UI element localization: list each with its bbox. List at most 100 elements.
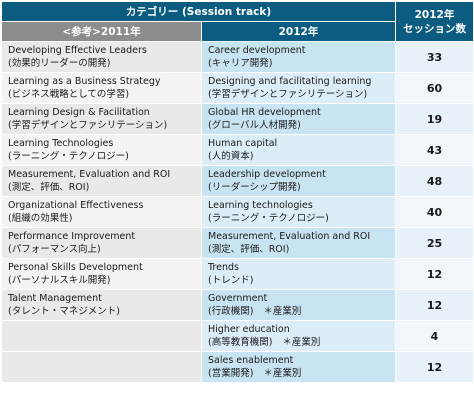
- session-track-table: カテゴリー (Session track) 2012年 セッション数 <参考>2…: [1, 1, 474, 383]
- track-2012-cell: Designing and facilitating learning (学習デ…: [201, 72, 396, 104]
- track-2011-en: Personal Skills Development: [8, 262, 143, 273]
- track-2012-cell: Global HR development (グローバル人材開発): [201, 103, 396, 135]
- track-2012-cell: Measurement, Evaluation and ROI (測定、評価、R…: [201, 227, 396, 259]
- year-2011-header: <参考>2011年: [1, 21, 202, 42]
- track-2011-en: Learning as a Business Strategy: [8, 76, 161, 87]
- session-count-cell: 48: [395, 165, 474, 197]
- track-2012-en: Career development: [208, 45, 306, 56]
- track-2012-ja: (リーダーシップ開発): [208, 182, 301, 193]
- track-2011-ja: (パーソナルスキル開発): [8, 275, 111, 286]
- track-2011-cell: Developing Effective Leaders (効果的リーダーの開発…: [1, 41, 202, 73]
- session-count-header-line1: 2012年: [414, 8, 455, 21]
- track-2011-ja: (効果的リーダーの開発): [8, 58, 111, 69]
- track-2012-ja-line: (営業開発) ＊産業別: [208, 367, 395, 380]
- track-2012-ja-line: (トレンド): [208, 274, 395, 287]
- year-2012-header: 2012年: [201, 21, 396, 42]
- track-2011-cell: Learning Technologies (ラーニング・テクノロジー): [1, 134, 202, 166]
- session-count-header-line2: セッション数: [403, 22, 466, 35]
- track-2011-ja: (ビジネス戦略としての学習): [8, 89, 130, 100]
- track-2012-en: Sales enablement: [208, 355, 294, 366]
- track-2011-cell: Organizational Effectiveness (組織の効果性): [1, 196, 202, 228]
- track-2012-cell: Government (行政機関) ＊産業別: [201, 289, 396, 321]
- track-2011-ja: (測定、評価、ROI): [8, 182, 90, 193]
- session-count-cell: 60: [395, 72, 474, 104]
- table-body: Developing Effective Leaders (効果的リーダーの開発…: [1, 41, 474, 383]
- session-count-cell: 40: [395, 196, 474, 228]
- track-2012-ja-line: (リーダーシップ開発): [208, 181, 395, 194]
- track-2011-en: Performance Improvement: [8, 231, 136, 242]
- track-2012-ja-line: (ラーニング・テクノロジー): [208, 212, 395, 225]
- track-2012-en: Designing and facilitating learning: [208, 76, 372, 87]
- track-2012-cell: Leadership development (リーダーシップ開発): [201, 165, 396, 197]
- track-2012-cell: Career development (キャリア開発): [201, 41, 396, 73]
- table-row: Performance Improvement (パフォーマンス向上) Meas…: [1, 227, 474, 259]
- track-2011-ja: (タレント・マネジメント): [8, 306, 120, 317]
- track-2012-cell: Higher education (高等教育機関) ＊産業別: [201, 320, 396, 352]
- session-count-header: 2012年 セッション数: [395, 1, 474, 42]
- track-2011-en: Talent Management: [8, 293, 102, 304]
- industry-suffix: ＊産業別: [282, 337, 321, 348]
- track-2011-cell: Talent Management (タレント・マネジメント): [1, 289, 202, 321]
- session-count-cell: 12: [395, 258, 474, 290]
- track-2012-en: Leadership development: [208, 169, 326, 180]
- table-row: Personal Skills Development (パーソナルスキル開発)…: [1, 258, 474, 290]
- track-2012-ja: (高等教育機関): [208, 337, 273, 348]
- track-2011-cell-empty: [1, 320, 202, 352]
- track-2012-en: Global HR development: [208, 107, 321, 118]
- track-2012-ja-line: (グローバル人材開発): [208, 119, 395, 132]
- session-count-cell: 12: [395, 289, 474, 321]
- track-2011-cell: Learning as a Business Strategy (ビジネス戦略と…: [1, 72, 202, 104]
- table-row: Developing Effective Leaders (効果的リーダーの開発…: [1, 41, 474, 73]
- track-2012-ja: (学習デザインとファシリテーション): [208, 89, 368, 100]
- track-2012-ja-line: (人的資本): [208, 150, 395, 163]
- track-2012-ja: (トレンド): [208, 275, 254, 286]
- table-row: Sales enablement (営業開発) ＊産業別 12: [1, 351, 474, 383]
- track-2011-en: Developing Effective Leaders: [8, 45, 147, 56]
- track-2012-ja: (キャリア開発): [208, 58, 273, 69]
- session-count-cell: 12: [395, 351, 474, 383]
- track-2012-cell: Sales enablement (営業開発) ＊産業別: [201, 351, 396, 383]
- track-2012-en: Learning technologies: [208, 200, 313, 211]
- track-2011-cell-empty: [1, 351, 202, 383]
- track-2011-ja: (学習デザインとファシリテーション): [8, 120, 168, 131]
- track-2012-cell: Trends (トレンド): [201, 258, 396, 290]
- track-2011-cell: Learning Design & Facilitation (学習デザインとフ…: [1, 103, 202, 135]
- track-2012-ja: (営業開発): [208, 368, 254, 379]
- track-2012-en: Government: [208, 293, 268, 304]
- table-row: Learning Technologies (ラーニング・テクノロジー) Hum…: [1, 134, 474, 166]
- session-count-cell: 43: [395, 134, 474, 166]
- track-2011-ja: (組織の効果性): [8, 213, 73, 224]
- session-count-cell: 19: [395, 103, 474, 135]
- category-header: カテゴリー (Session track): [1, 1, 396, 22]
- table-row: Learning Design & Facilitation (学習デザインとフ…: [1, 103, 474, 135]
- track-2011-en: Learning Technologies: [8, 138, 114, 149]
- track-2012-ja-line: (学習デザインとファシリテーション): [208, 88, 395, 101]
- track-2012-ja-line: (測定、評価、ROI): [208, 243, 395, 256]
- track-2011-ja: (ラーニング・テクノロジー): [8, 151, 129, 162]
- track-2012-cell: Learning technologies (ラーニング・テクノロジー): [201, 196, 396, 228]
- track-2012-ja-line: (高等教育機関) ＊産業別: [208, 336, 395, 349]
- track-2012-ja-line: (行政機関) ＊産業別: [208, 305, 395, 318]
- track-2012-en: Measurement, Evaluation and ROI: [208, 231, 371, 242]
- track-2011-ja: (パフォーマンス向上): [8, 244, 101, 255]
- track-2011-cell: Performance Improvement (パフォーマンス向上): [1, 227, 202, 259]
- track-2012-ja-line: (キャリア開発): [208, 57, 395, 70]
- track-2011-en: Measurement, Evaluation and ROI: [8, 169, 171, 180]
- track-2011-cell: Measurement, Evaluation and ROI (測定、評価、R…: [1, 165, 202, 197]
- track-2011-en: Learning Design & Facilitation: [8, 107, 150, 118]
- industry-suffix: ＊産業別: [263, 306, 302, 317]
- track-2012-cell: Human capital (人的資本): [201, 134, 396, 166]
- table-row: Talent Management (タレント・マネジメント) Governme…: [1, 289, 474, 321]
- industry-suffix: ＊産業別: [263, 368, 302, 379]
- table-row: Organizational Effectiveness (組織の効果性) Le…: [1, 196, 474, 228]
- track-2012-en: Trends: [208, 262, 239, 273]
- table-row: Learning as a Business Strategy (ビジネス戦略と…: [1, 72, 474, 104]
- track-2012-en: Human capital: [208, 138, 278, 149]
- table-row: Measurement, Evaluation and ROI (測定、評価、R…: [1, 165, 474, 197]
- track-2012-en: Higher education: [208, 324, 290, 335]
- session-count-cell: 33: [395, 41, 474, 73]
- track-2012-ja: (ラーニング・テクノロジー): [208, 213, 329, 224]
- track-2012-ja: (行政機関): [208, 306, 254, 317]
- session-count-cell: 25: [395, 227, 474, 259]
